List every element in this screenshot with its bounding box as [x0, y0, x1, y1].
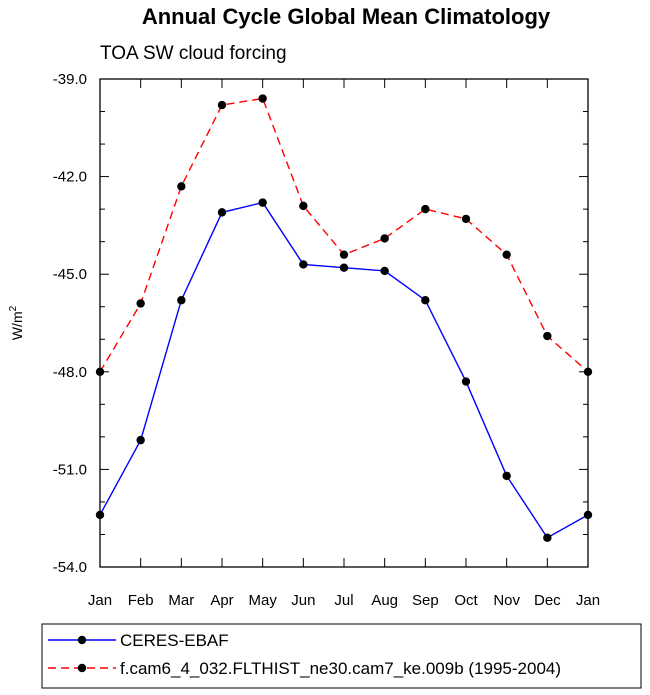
series-1-point [461, 377, 471, 386]
series-2-point [136, 299, 145, 308]
legend-box [41, 623, 642, 689]
series-1-point [217, 208, 227, 217]
series-layer [95, 94, 593, 542]
series-2-point [502, 250, 511, 259]
series-1-point [258, 198, 267, 207]
legend-marker-1 [77, 635, 87, 645]
x-tick-label: Sep [412, 592, 439, 609]
series-2-point [380, 234, 389, 243]
series-2-point [177, 182, 186, 191]
series-2-point [543, 331, 552, 341]
y-tick-label: -42.0 [53, 169, 87, 186]
series-1-point [136, 435, 145, 445]
x-tick-label: May [248, 592, 277, 609]
x-tick-label: Oct [454, 592, 478, 609]
y-tick-label: -48.0 [53, 364, 87, 381]
x-tick-label: Dec [534, 592, 561, 609]
legend-label-1: CERES-EBAF [120, 631, 229, 650]
series-1-point [177, 296, 186, 305]
chart-subtitle: TOA SW cloud forcing [100, 43, 287, 64]
y-tick-label: -54.0 [53, 559, 87, 576]
y-tick-label: -51.0 [53, 461, 87, 478]
series-2-point [339, 250, 349, 259]
y-tick-label: -39.0 [53, 71, 87, 88]
series-2-point [258, 94, 267, 103]
x-tick-label: Jan [576, 592, 600, 609]
chart-title: Annual Cycle Global Mean Climatology [142, 4, 551, 29]
series-line-2 [99, 97, 589, 373]
y-tick-label: -45.0 [53, 266, 87, 283]
series-1-point [502, 471, 511, 481]
x-tick-label: Nov [493, 592, 520, 609]
x-tick-label: Feb [128, 592, 154, 609]
series-1-point [421, 296, 430, 305]
series-2-point [217, 100, 227, 110]
x-tick-label: Jan [88, 592, 112, 609]
x-tick-label: Mar [168, 592, 194, 609]
axis-ticks: Jan Feb Mar Apr May Jun Jul Aug Sep Oct Nov Dec Jan-… [53, 71, 600, 609]
y-axis-label: W/m2 [8, 305, 25, 340]
y-axis-label-superscript: 2 [8, 305, 19, 311]
legend: CERES-EBAF f.cam6_4_032.FLTHIST_ne30.cam7… [41, 623, 642, 689]
x-tick-label: Aug [371, 592, 398, 609]
legend-marker-2 [77, 663, 87, 673]
series-1-point [380, 266, 389, 276]
series-2-point [421, 204, 430, 214]
y-axis-label-text: W/m [9, 311, 25, 340]
series-1-point [543, 533, 552, 542]
series-1-point [299, 260, 308, 269]
x-tick-label: Jul [334, 592, 353, 609]
x-tick-label: Apr [210, 592, 233, 609]
series-2-point [299, 201, 308, 211]
series-1-point [339, 263, 349, 272]
plot-frame [99, 78, 589, 568]
x-tick-label: Jun [291, 592, 315, 609]
series-2-point [461, 214, 471, 224]
legend-label-2: f.cam6_4_032.FLTHIST_ne30.cam7_ke.009b (… [120, 659, 561, 678]
